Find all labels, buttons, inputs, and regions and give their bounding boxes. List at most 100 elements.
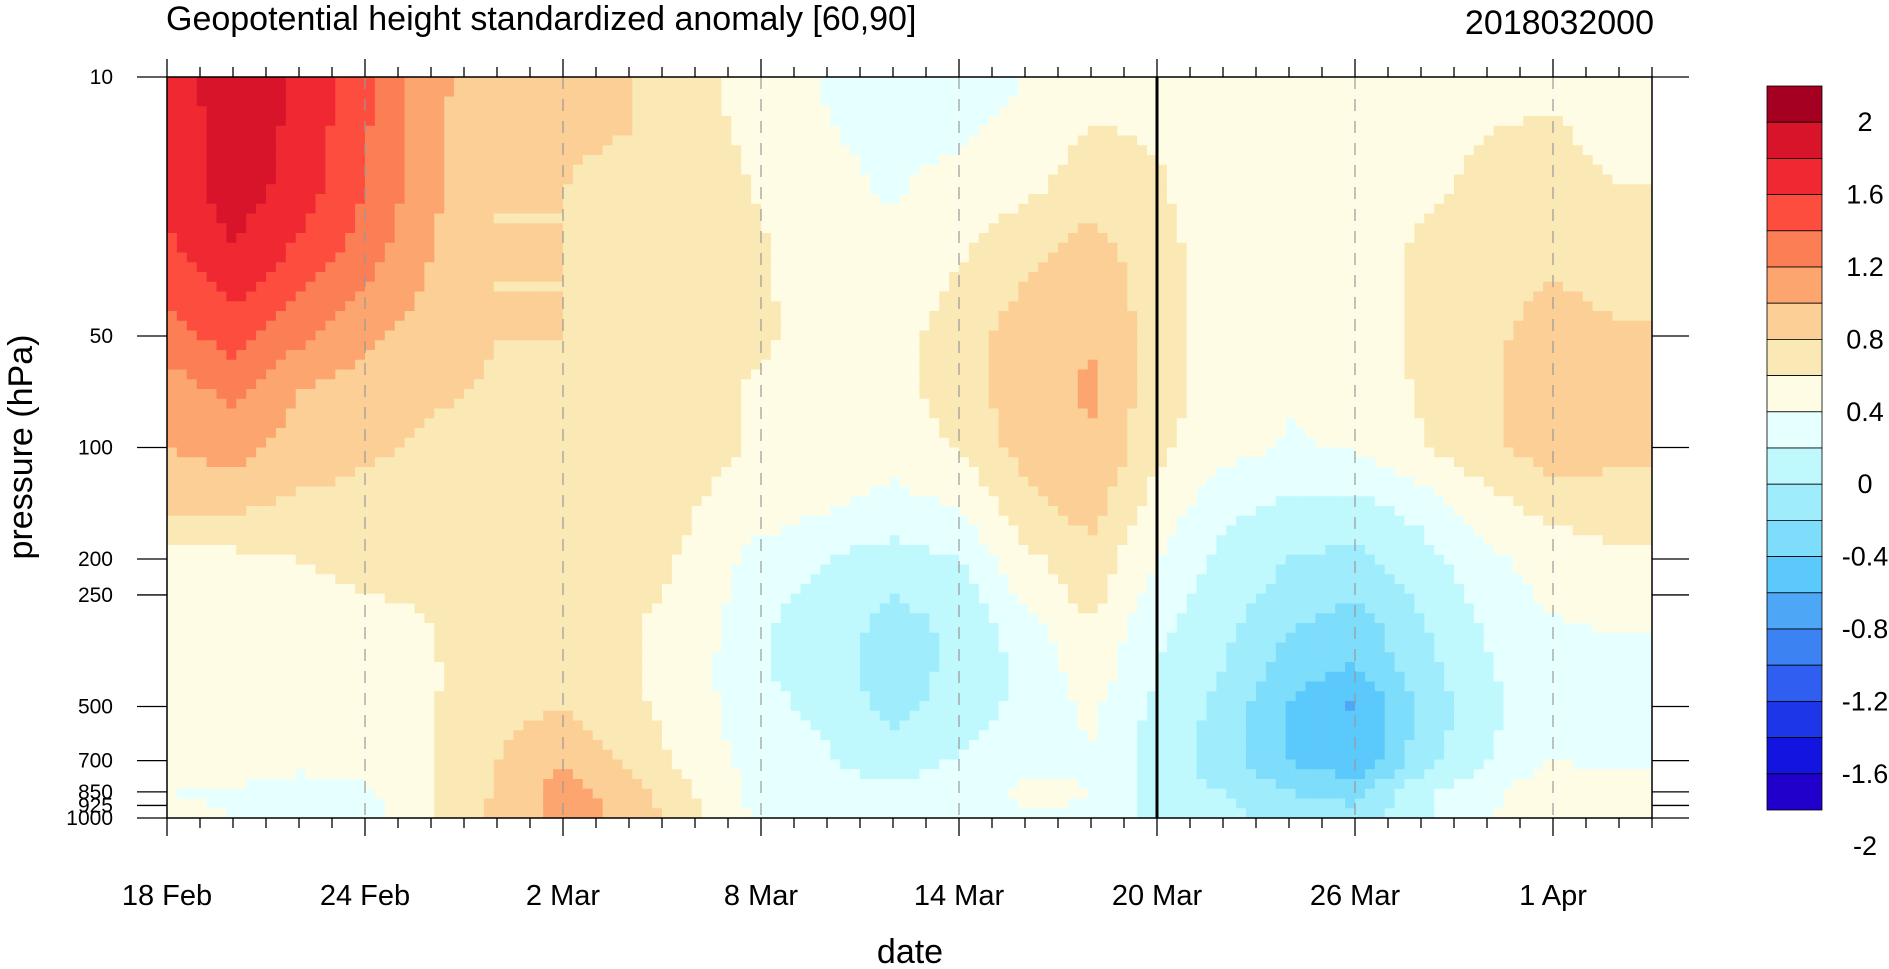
heatmap-cell xyxy=(414,350,425,361)
heatmap-cell xyxy=(1236,106,1247,117)
heatmap-cell xyxy=(1364,106,1376,117)
heatmap-cell xyxy=(1335,301,1346,312)
heatmap-cell xyxy=(1117,116,1128,127)
heatmap-cell xyxy=(582,213,594,224)
heatmap-cell xyxy=(1256,242,1267,254)
heatmap-cell xyxy=(1642,233,1652,244)
heatmap-cell xyxy=(1206,184,1217,195)
heatmap-cell xyxy=(553,174,564,185)
heatmap-cell xyxy=(1077,223,1089,234)
heatmap-cell xyxy=(345,125,356,137)
heatmap-cell xyxy=(543,320,554,332)
heatmap-cell xyxy=(464,398,475,410)
heatmap-cell xyxy=(1315,174,1326,185)
heatmap-cell xyxy=(1315,116,1326,127)
heatmap-cell xyxy=(1256,174,1267,185)
heatmap-cell xyxy=(642,272,653,283)
heatmap-cell xyxy=(1444,252,1455,263)
heatmap-cell xyxy=(662,252,673,263)
heatmap-cell xyxy=(1582,330,1594,341)
heatmap-cell xyxy=(434,223,445,234)
heatmap-cell xyxy=(800,389,812,400)
heatmap-cell xyxy=(889,301,901,312)
heatmap-cell xyxy=(275,350,287,361)
heatmap-cell xyxy=(662,145,673,156)
heatmap-cell xyxy=(226,135,237,146)
heatmap-cell xyxy=(988,86,1000,98)
heatmap-cell xyxy=(1246,125,1257,137)
heatmap-cell xyxy=(1275,125,1287,137)
heatmap-cell xyxy=(1315,359,1326,371)
heatmap-cell xyxy=(909,242,920,254)
heatmap-cell xyxy=(1394,369,1406,380)
heatmap-cell xyxy=(909,86,920,98)
heatmap-cell xyxy=(454,330,465,341)
heatmap-cell xyxy=(899,174,911,185)
heatmap-cell xyxy=(1463,359,1475,371)
heatmap-cell xyxy=(780,174,792,185)
heatmap-cell xyxy=(1117,135,1128,146)
heatmap-cell xyxy=(1166,77,1178,88)
heatmap-cell xyxy=(790,86,802,98)
heatmap-cell xyxy=(761,174,772,185)
heatmap-cell xyxy=(741,359,752,371)
heatmap-cell xyxy=(256,86,267,98)
heatmap-cell xyxy=(473,223,485,234)
heatmap-cell xyxy=(335,330,346,341)
heatmap-cell xyxy=(1582,311,1594,322)
heatmap-cell xyxy=(1533,369,1544,380)
heatmap-cell xyxy=(424,389,435,400)
heatmap-cell xyxy=(869,340,881,351)
heatmap-cell xyxy=(1463,125,1475,137)
heatmap-cell xyxy=(1295,379,1307,390)
heatmap-cell xyxy=(1632,164,1643,176)
heatmap-cell xyxy=(671,155,683,166)
heatmap-cell xyxy=(355,281,366,293)
heatmap-cell xyxy=(434,311,445,322)
heatmap-cell xyxy=(266,281,277,293)
heatmap-cell xyxy=(394,262,406,273)
heatmap-cell xyxy=(850,213,861,224)
heatmap-cell xyxy=(1295,106,1307,117)
heatmap-cell xyxy=(374,106,386,117)
heatmap-cell xyxy=(266,145,277,156)
heatmap-cell xyxy=(1265,145,1277,156)
heatmap-cell xyxy=(1345,359,1356,371)
heatmap-cell xyxy=(1127,116,1138,127)
heatmap-cell xyxy=(464,281,475,293)
heatmap-cell xyxy=(533,330,544,341)
heatmap-cell xyxy=(1226,155,1237,166)
heatmap-cell xyxy=(295,194,307,205)
heatmap-cell xyxy=(1295,116,1307,127)
heatmap-cell xyxy=(869,135,881,146)
heatmap-cell xyxy=(315,340,326,351)
heatmap-cell xyxy=(1513,155,1524,166)
heatmap-cell xyxy=(1256,213,1267,224)
heatmap-cell xyxy=(325,330,336,341)
heatmap-cell xyxy=(394,184,406,195)
heatmap-cell xyxy=(563,301,574,312)
heatmap-cell xyxy=(1206,164,1217,176)
heatmap-cell xyxy=(483,242,495,254)
heatmap-cell xyxy=(1602,330,1613,341)
heatmap-cell xyxy=(711,301,722,312)
heatmap-cell xyxy=(1384,96,1396,107)
heatmap-cell xyxy=(1295,262,1307,273)
heatmap-cell xyxy=(563,77,574,88)
heatmap-cell xyxy=(1404,301,1415,312)
heatmap-cell xyxy=(186,96,198,107)
heatmap-cell xyxy=(959,116,970,127)
heatmap-cell xyxy=(1038,379,1049,390)
heatmap-cell xyxy=(424,350,435,361)
heatmap-cell xyxy=(513,86,524,98)
heatmap-cell xyxy=(394,301,406,312)
heatmap-cell xyxy=(236,262,247,273)
heatmap-cell xyxy=(454,281,465,293)
heatmap-cell xyxy=(434,281,445,293)
heatmap-cell xyxy=(1107,350,1118,361)
heatmap-cell xyxy=(869,242,881,254)
heatmap-cell xyxy=(414,320,425,332)
heatmap-cell xyxy=(295,262,307,273)
heatmap-cell xyxy=(662,379,673,390)
heatmap-cell xyxy=(1493,291,1505,302)
